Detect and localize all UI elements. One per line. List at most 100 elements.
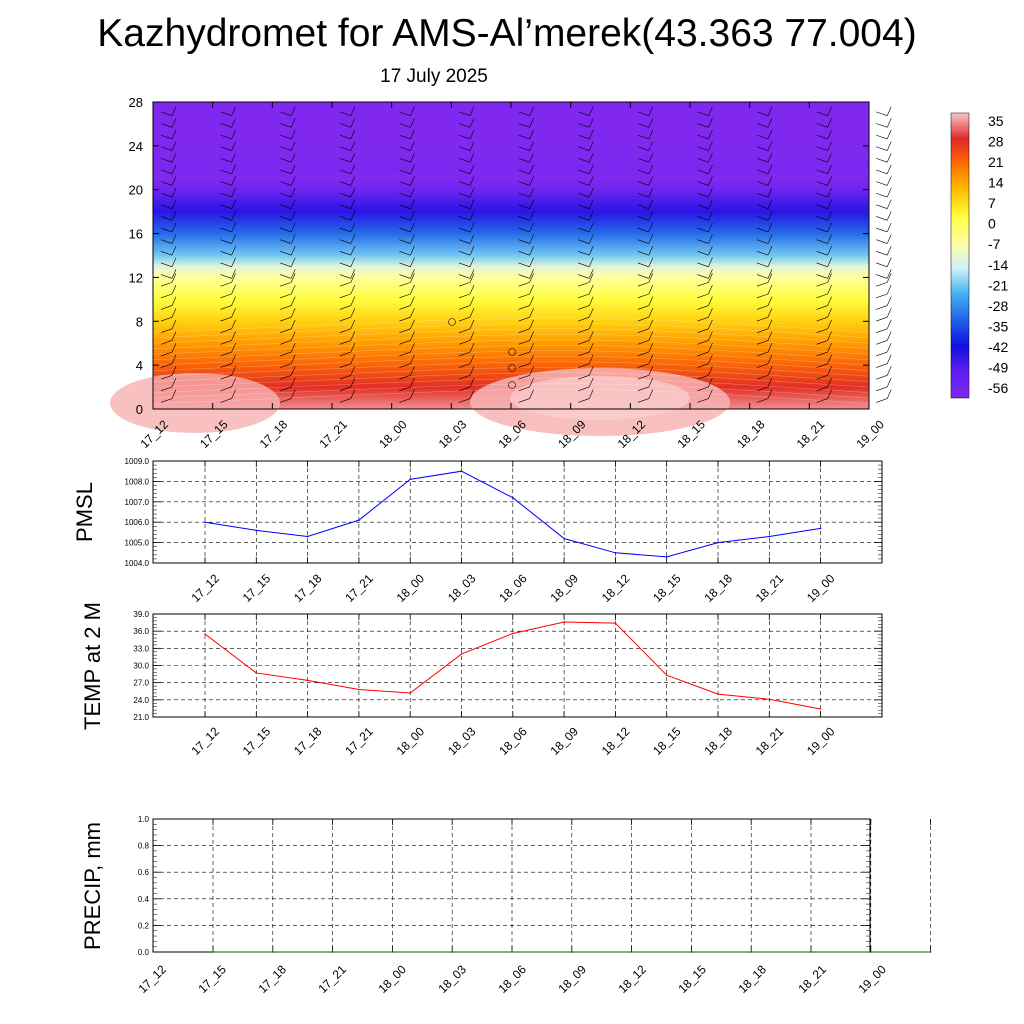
wind-barb	[160, 251, 173, 256]
wind-barb	[637, 158, 649, 163]
y-tick-label: 39.0	[133, 610, 149, 619]
x-tick-label: 18_00	[376, 417, 410, 451]
wind-barb	[458, 123, 471, 128]
colorbar-label: 14	[988, 175, 1004, 191]
wind-barb-flag	[231, 118, 236, 128]
wind-barb-flag	[648, 106, 654, 116]
wind-barb-flag	[588, 153, 594, 163]
wind-barb	[160, 262, 173, 268]
wind-barb-flag	[529, 284, 534, 295]
wind-barb	[339, 169, 351, 175]
wind-barb-flag	[231, 164, 236, 174]
wind-barb-flag	[708, 319, 713, 329]
wind-barb-flag	[469, 308, 475, 318]
wind-barb	[816, 262, 828, 268]
calm-circle	[508, 381, 516, 389]
wind-barb	[876, 239, 888, 244]
wind-barb-flag	[886, 342, 892, 353]
wind-barb	[876, 375, 888, 380]
wind-barb-flag	[290, 106, 296, 116]
wind-barb-flag	[529, 257, 534, 267]
wind-barb-flag	[410, 257, 415, 267]
x-tick-label: 18_12	[599, 571, 633, 605]
wind-barb	[399, 363, 411, 368]
contour-line	[152, 361, 870, 377]
x-tick-label: 17_15	[240, 571, 274, 605]
wind-barb	[816, 328, 828, 333]
wind-barb	[280, 111, 292, 117]
wind-barb-flag	[588, 377, 594, 388]
wind-barb	[220, 293, 232, 299]
x-tick-label: 18_00	[375, 962, 409, 996]
x-tick-label: 17_18	[255, 962, 289, 996]
wind-barb-flag	[171, 319, 177, 329]
wind-barb	[637, 398, 649, 403]
wind-barb	[637, 328, 649, 333]
wind-barb-flag	[648, 129, 654, 140]
wind-barb-flag	[469, 141, 475, 151]
wind-barb	[816, 375, 828, 380]
wind-barb-flag	[588, 129, 594, 140]
x-tick-label: 17_18	[291, 571, 325, 605]
wind-barb	[816, 216, 828, 221]
wind-barb	[637, 239, 649, 244]
wind-barb-flag	[410, 118, 415, 128]
wind-barb	[637, 293, 649, 299]
data-point	[870, 951, 872, 953]
wind-barb-flag	[827, 257, 832, 267]
y-tick-label: 8	[136, 314, 143, 329]
x-tick-label: 17_21	[342, 571, 376, 605]
wind-barb-flag	[827, 211, 832, 221]
wind-barb-flag	[469, 129, 475, 140]
wind-barb-flag	[648, 141, 654, 151]
wind-barb-flag	[767, 342, 773, 353]
wind-barb-flag	[469, 153, 475, 163]
wind-barb-flag	[886, 257, 892, 267]
wind-barb-flag	[171, 331, 177, 341]
wind-barb	[280, 316, 292, 322]
x-tick-label: 17_12	[135, 962, 169, 996]
wind-barb-flag	[886, 106, 892, 116]
wind-barb	[637, 316, 649, 322]
warm-core	[510, 376, 690, 420]
wind-barb-flag	[529, 118, 534, 128]
data-point	[358, 519, 360, 521]
wind-barb	[637, 111, 649, 117]
wind-barb-flag	[529, 308, 534, 318]
wind-barb-flag	[767, 246, 773, 256]
data-point	[460, 470, 463, 473]
wind-barb	[876, 282, 888, 287]
wind-barb-flag	[767, 284, 773, 295]
wind-barb-flag	[588, 354, 594, 364]
wind-barb-flag	[648, 164, 654, 174]
wind-barb-flag	[469, 176, 475, 186]
wind-barb	[399, 375, 411, 380]
pmsl-panel: 1004.0 1005.0 1006.0 1007.0 1008.0 1009.0 17_1…	[72, 457, 883, 605]
wind-barb	[876, 111, 888, 117]
wind-barb	[518, 274, 530, 279]
wind-barb	[518, 375, 530, 380]
wind-barb	[578, 158, 590, 163]
panel-frame	[152, 460, 883, 564]
wind-barb-flag	[290, 342, 296, 353]
wind-barb	[816, 181, 828, 186]
wind-barb-flag	[708, 199, 713, 209]
wind-barb	[280, 251, 292, 256]
wind-barb-flag	[588, 319, 594, 329]
wind-barb-flag	[469, 377, 475, 388]
wind-barb-flag	[529, 296, 534, 306]
wind-barb	[220, 340, 232, 345]
wind-barb-flag	[231, 187, 236, 198]
wind-barb-flag	[588, 257, 594, 267]
wind-barb-flag	[290, 257, 296, 267]
wind-barb-flag	[767, 389, 773, 399]
data-point	[630, 951, 633, 953]
wind-barb-flag	[827, 246, 832, 256]
wind-barb	[876, 204, 888, 209]
wind-barb-flag	[827, 319, 832, 329]
data-point	[331, 951, 334, 953]
wind-barb	[220, 316, 232, 322]
wind-barb-flag	[171, 153, 177, 163]
wind-barb-flag	[648, 331, 654, 341]
